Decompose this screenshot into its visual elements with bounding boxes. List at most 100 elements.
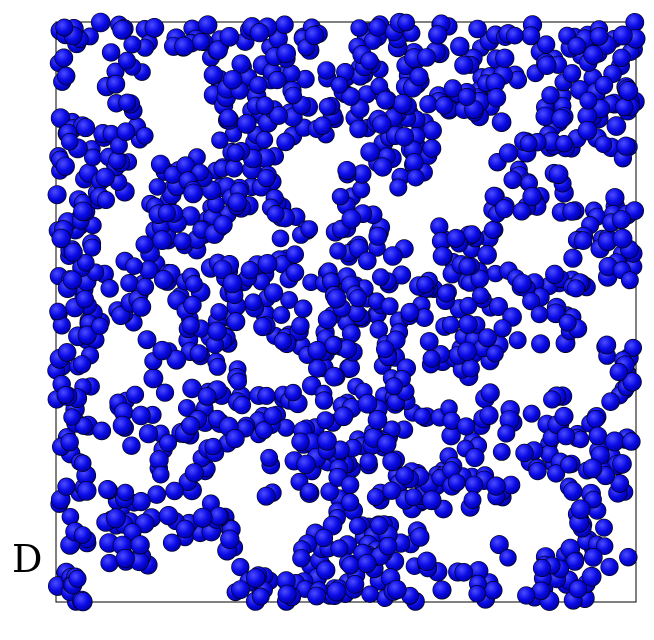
particle [579,91,598,110]
particle [232,395,252,415]
particle [582,458,603,479]
particle [394,127,415,147]
particle [532,558,552,578]
particle [341,87,361,106]
particle [272,306,291,324]
particle [468,19,487,39]
particle [618,81,639,101]
particle [368,226,388,246]
particle [531,334,551,354]
particle [454,55,474,75]
particle [382,246,403,266]
particle [612,454,632,474]
particle [118,51,136,70]
particle [546,464,566,483]
particle [486,344,504,363]
particle [49,302,67,321]
particle [225,159,244,178]
particle [260,448,279,467]
particle [387,579,407,600]
particle [417,48,436,67]
particle [345,574,365,594]
particle [77,253,95,272]
particle [468,584,487,603]
particle [222,70,243,90]
particle [226,143,245,162]
particle [229,372,247,391]
particle [612,228,633,249]
particle [76,118,96,138]
particle [465,447,485,468]
particle [624,338,643,357]
particle [331,188,350,206]
particle [225,429,245,449]
particle [101,43,121,62]
particle [410,527,430,547]
particle [422,120,442,141]
particle [495,48,515,68]
particle [285,263,305,282]
particle [91,317,109,335]
particle [477,328,497,348]
particle [583,45,604,65]
particle [558,313,577,332]
particle [487,88,507,108]
particle [296,454,316,475]
particle [291,316,310,335]
particle [488,296,508,316]
particle [376,90,396,110]
particle [249,76,268,95]
particle [522,404,541,423]
particle [276,132,295,152]
particle [125,257,143,276]
particle [277,584,297,604]
particle [622,372,642,392]
particle [56,66,76,86]
particle [577,120,598,141]
particle [120,274,139,293]
particle [253,317,273,337]
particle [212,259,233,280]
particle [284,86,303,105]
particle [131,297,152,317]
particle [515,443,534,463]
particle [609,362,628,382]
particle [366,488,385,506]
particle [257,253,278,274]
particle [447,473,466,492]
particle [492,442,511,461]
particle [461,359,480,378]
particle [615,97,634,117]
particle [406,168,425,187]
particle [357,553,377,573]
particle [268,70,287,90]
particle [378,536,398,556]
particle [441,315,460,334]
particle [512,273,532,294]
particle [367,410,388,430]
particle [100,279,119,298]
particle [432,246,453,266]
particle [560,456,578,474]
particle [389,178,408,197]
particle [537,55,557,76]
particle [307,586,327,606]
particle [563,481,583,501]
particle [499,549,517,567]
particle [158,506,179,526]
particle [479,405,499,426]
particle [566,279,585,298]
particle [266,205,285,223]
particle [250,23,270,43]
particle [276,43,297,64]
particle [222,273,243,294]
particle [175,519,195,539]
particle [148,178,167,196]
particle [371,268,390,286]
particle [314,528,334,548]
particle [181,316,200,335]
particle [251,587,270,606]
particle [231,580,250,600]
particle [397,13,416,32]
particle [181,416,201,435]
